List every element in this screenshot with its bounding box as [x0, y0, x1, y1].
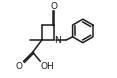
Text: O: O: [16, 62, 23, 71]
Text: O: O: [51, 2, 58, 11]
Text: N: N: [54, 36, 61, 45]
Text: OH: OH: [41, 62, 54, 71]
